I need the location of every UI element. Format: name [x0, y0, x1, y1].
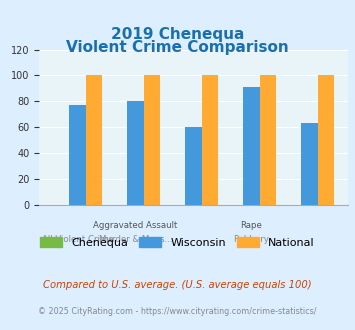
Legend: Chenequa, Wisconsin, National: Chenequa, Wisconsin, National [36, 233, 319, 252]
Text: Violent Crime Comparison: Violent Crime Comparison [66, 40, 289, 55]
Bar [69, 105, 86, 205]
Bar [185, 127, 202, 205]
Text: © 2025 CityRating.com - https://www.cityrating.com/crime-statistics/: © 2025 CityRating.com - https://www.city… [38, 307, 317, 316]
Bar [301, 123, 318, 205]
Bar [127, 101, 143, 205]
Bar [260, 75, 276, 205]
Text: Murder & Mans...: Murder & Mans... [99, 235, 172, 244]
Bar [244, 87, 260, 205]
Bar [318, 75, 334, 205]
Text: All Violent Crime: All Violent Crime [42, 235, 113, 244]
Text: Robbery: Robbery [234, 235, 269, 244]
Bar [143, 75, 160, 205]
Text: 2019 Chenequa: 2019 Chenequa [111, 27, 244, 42]
Bar [202, 75, 218, 205]
Text: Aggravated Assault: Aggravated Assault [93, 221, 178, 230]
Text: Rape: Rape [241, 221, 262, 230]
Text: Compared to U.S. average. (U.S. average equals 100): Compared to U.S. average. (U.S. average … [43, 280, 312, 290]
Bar [86, 75, 102, 205]
